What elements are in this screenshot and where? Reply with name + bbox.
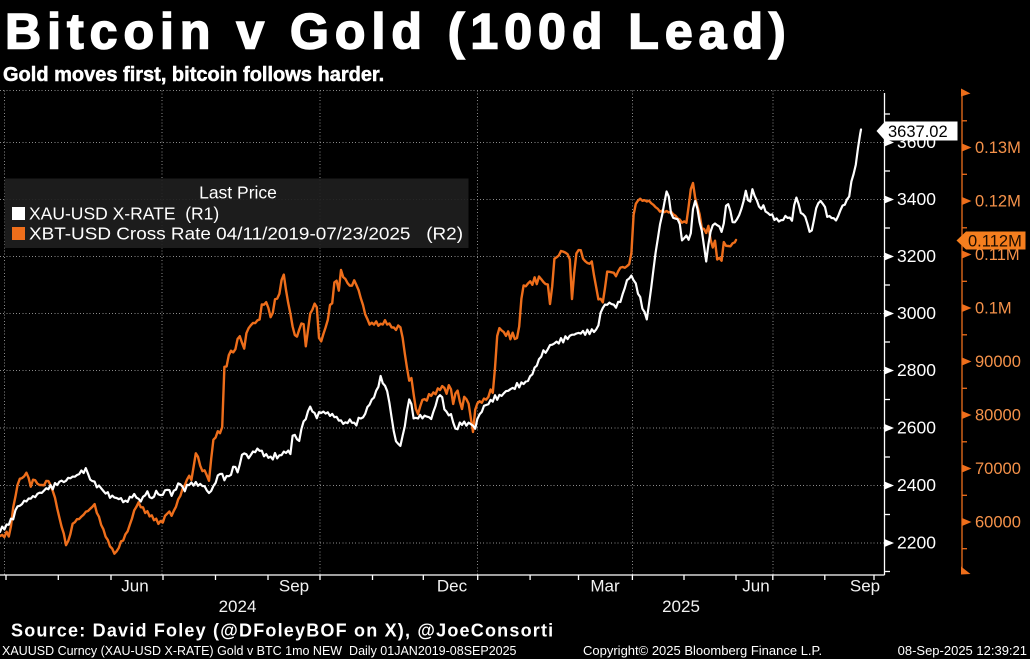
svg-text:Source: David Foley (@DFoleyBO: Source: David Foley (@DFoleyBOF on X), @… [11, 621, 554, 641]
svg-text:2400: 2400 [897, 475, 936, 495]
svg-text:3000: 3000 [897, 303, 936, 323]
svg-text:0.12M: 0.12M [975, 193, 1021, 211]
svg-text:Mar: Mar [590, 577, 620, 596]
svg-text:0.13M: 0.13M [975, 139, 1021, 157]
svg-text:Last Price: Last Price [199, 183, 277, 203]
svg-text:Bitcoin v Gold (100d Lead): Bitcoin v Gold (100d Lead) [5, 4, 792, 60]
svg-text:2024: 2024 [219, 597, 257, 616]
svg-text:0.112M: 0.112M [968, 233, 1022, 251]
svg-text:Sep: Sep [279, 577, 309, 596]
svg-text:Sep: Sep [850, 577, 880, 596]
svg-text:Gold moves first, bitcoin foll: Gold moves first, bitcoin follows harder… [3, 64, 384, 86]
svg-text:2600: 2600 [897, 418, 936, 438]
svg-text:Jun: Jun [742, 577, 769, 596]
svg-text:70000: 70000 [975, 460, 1021, 478]
svg-text:XAUUSD Curncy (XAU-USD X-RATE): XAUUSD Curncy (XAU-USD X-RATE) Gold v BT… [2, 644, 517, 658]
svg-text:0.1M: 0.1M [975, 300, 1012, 318]
svg-text:80000: 80000 [975, 407, 1021, 425]
svg-text:3400: 3400 [897, 189, 936, 209]
svg-text:Dec: Dec [437, 577, 468, 596]
svg-text:0.11M: 0.11M [975, 246, 1020, 264]
svg-text:2025: 2025 [662, 597, 700, 616]
svg-text:3200: 3200 [897, 246, 936, 266]
svg-text:3637.02: 3637.02 [888, 123, 948, 141]
svg-text:08-Sep-2025 12:39:21: 08-Sep-2025 12:39:21 [898, 643, 1027, 658]
svg-text:2200: 2200 [897, 533, 936, 553]
svg-text:XAU-USD X-RATE (R1): XAU-USD X-RATE (R1) [29, 204, 219, 224]
svg-text:Copyright© 2025 Bloomberg Fina: Copyright© 2025 Bloomberg Finance L.P. [583, 643, 822, 658]
svg-text:XBT-USD Cross Rate 04/11/2019-: XBT-USD Cross Rate 04/11/2019-07/23/2025… [29, 224, 463, 244]
svg-text:2800: 2800 [897, 360, 936, 380]
svg-text:90000: 90000 [975, 353, 1021, 371]
svg-text:60000: 60000 [975, 514, 1021, 532]
svg-text:Jun: Jun [121, 577, 148, 596]
